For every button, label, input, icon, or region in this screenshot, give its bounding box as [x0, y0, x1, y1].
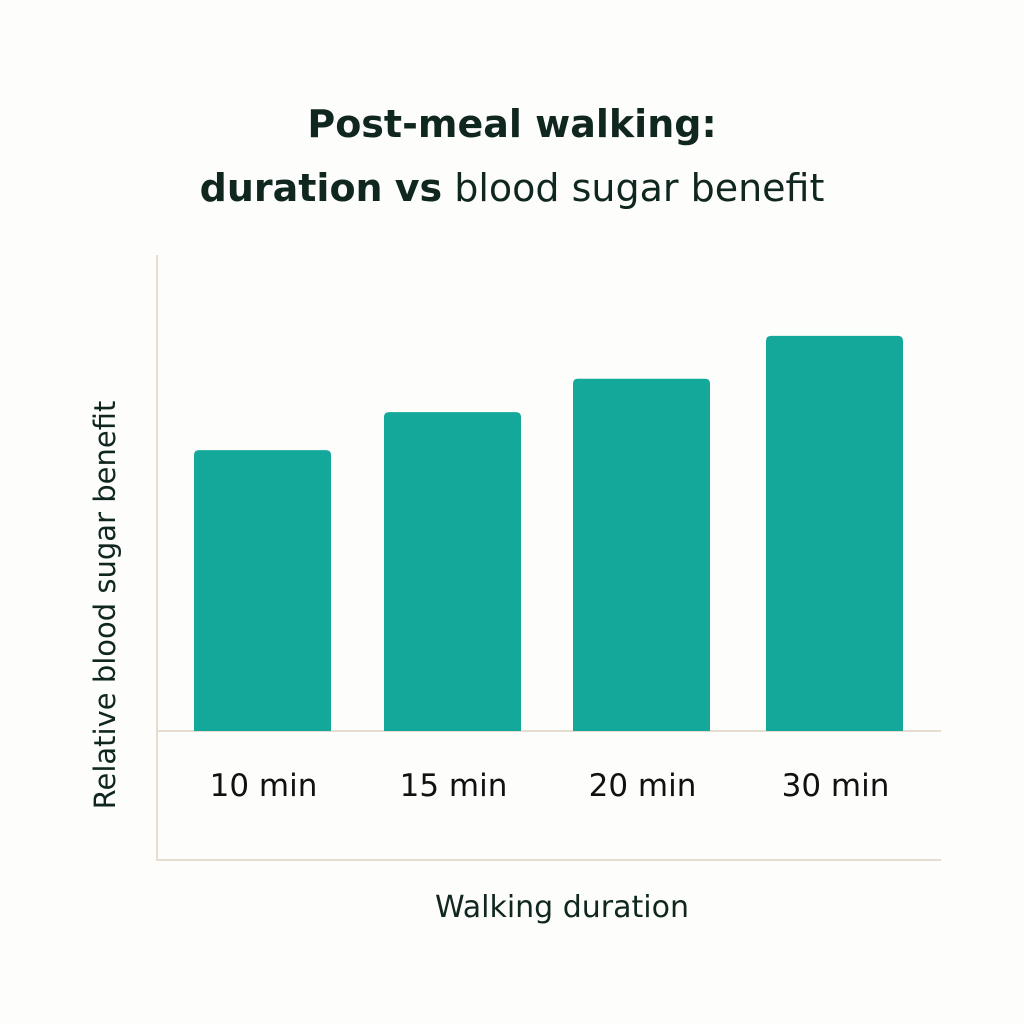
title-rest: blood sugar benefit	[454, 166, 825, 210]
x-tick-label: 15 min	[400, 768, 508, 804]
title-bold-duration: duration	[199, 166, 383, 210]
chart-title-line1: Post-meal walking:	[307, 102, 717, 146]
x-tick-label: 30 min	[782, 768, 890, 804]
x-axis-label: Walking duration	[434, 890, 689, 925]
bar-10-min	[194, 450, 331, 731]
x-tick-label: 20 min	[589, 768, 697, 804]
bar-30-min	[766, 335, 903, 731]
x-tick-label: 10 min	[210, 768, 318, 804]
y-axis-label: Relative blood sugar benefit	[88, 400, 122, 810]
title-bold-vs: vs	[394, 166, 443, 210]
chart-title-line2: duration vs blood sugar benefit	[0, 166, 1024, 210]
bar-15-min	[384, 412, 521, 731]
bar-20-min	[573, 378, 710, 731]
